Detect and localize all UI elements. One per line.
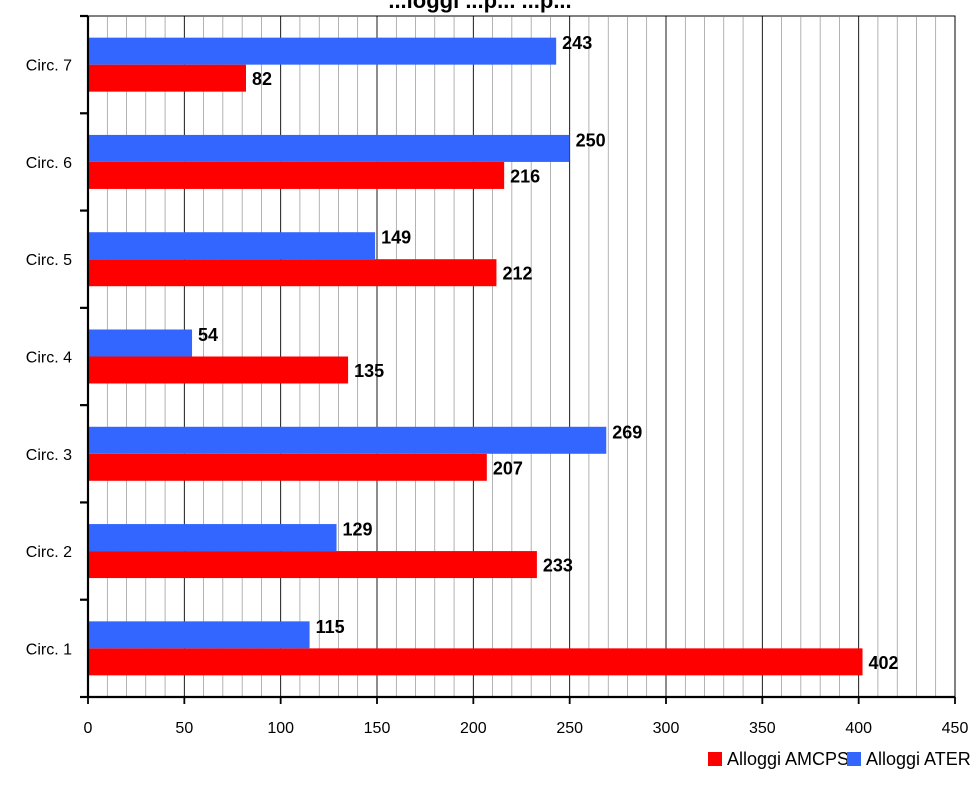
x-tick-label-200: 200 [460,720,487,737]
x-tick-label-100: 100 [267,720,294,737]
data-label-amcps-5: 212 [502,264,532,284]
legend-swatch-ater [847,752,861,766]
data-label-amcps-1: 402 [869,653,899,673]
data-label-amcps-2: 233 [543,556,573,576]
x-tick-label-50: 50 [175,720,193,737]
x-tick-label-400: 400 [845,720,872,737]
bar-ater-4 [88,329,193,357]
chart-title: ...loggi ...p... ...p... [388,0,571,13]
legend-label-amcps: Alloggi AMCPS [727,749,849,769]
data-label-ater-6: 250 [576,130,606,150]
data-label-ater-3: 269 [612,422,642,442]
bar-amcps-5 [88,259,497,287]
bar-ater-1 [88,621,310,649]
data-label-ater-5: 149 [381,228,411,248]
x-tick-label-300: 300 [653,720,680,737]
data-label-ater-2: 129 [343,520,373,540]
data-label-amcps-6: 216 [510,166,540,186]
x-tick-label-0: 0 [84,720,93,737]
bar-ater-5 [88,232,376,260]
data-label-ater-4: 54 [198,325,218,345]
category-label-5: Circ. 5 [26,252,72,269]
bar-amcps-1 [88,648,863,676]
category-label-4: Circ. 4 [26,350,72,367]
bar-amcps-3 [88,453,487,481]
bar-ater-7 [88,37,557,65]
category-label-1: Circ. 1 [26,641,72,658]
data-label-amcps-7: 82 [252,69,272,89]
bar-amcps-6 [88,161,505,189]
data-label-ater-1: 115 [316,617,345,637]
legend: Alloggi AMCPS Alloggi ATER [708,749,971,769]
category-label-6: Circ. 6 [26,155,72,172]
data-label-ater-7: 243 [562,33,592,53]
bar-ater-2 [88,524,337,552]
data-labels: 402 115 233 129 207 269 135 54 212 149 216 250 82 243 [198,33,899,673]
category-label-2: Circ. 2 [26,544,72,561]
x-tick-label-150: 150 [364,720,391,737]
bar-amcps-4 [88,356,349,384]
category-label-7: Circ. 7 [26,58,72,75]
category-label-3: Circ. 3 [26,447,72,464]
bar-amcps-2 [88,551,537,579]
legend-label-ater: Alloggi ATER [866,749,971,769]
bars [88,37,863,676]
bar-ater-6 [88,134,570,162]
data-label-amcps-4: 135 [354,361,384,381]
x-tick-label-350: 350 [749,720,776,737]
axes: Circ. 1 Circ. 2 Circ. 3 Circ. 4 Circ. 5 Circ.… [26,14,969,737]
bar-ater-3 [88,426,607,454]
legend-swatch-amcps [708,752,722,766]
x-tick-label-250: 250 [556,720,583,737]
x-tick-label-450: 450 [942,720,969,737]
bar-amcps-7 [88,64,246,92]
data-label-amcps-3: 207 [493,458,523,478]
